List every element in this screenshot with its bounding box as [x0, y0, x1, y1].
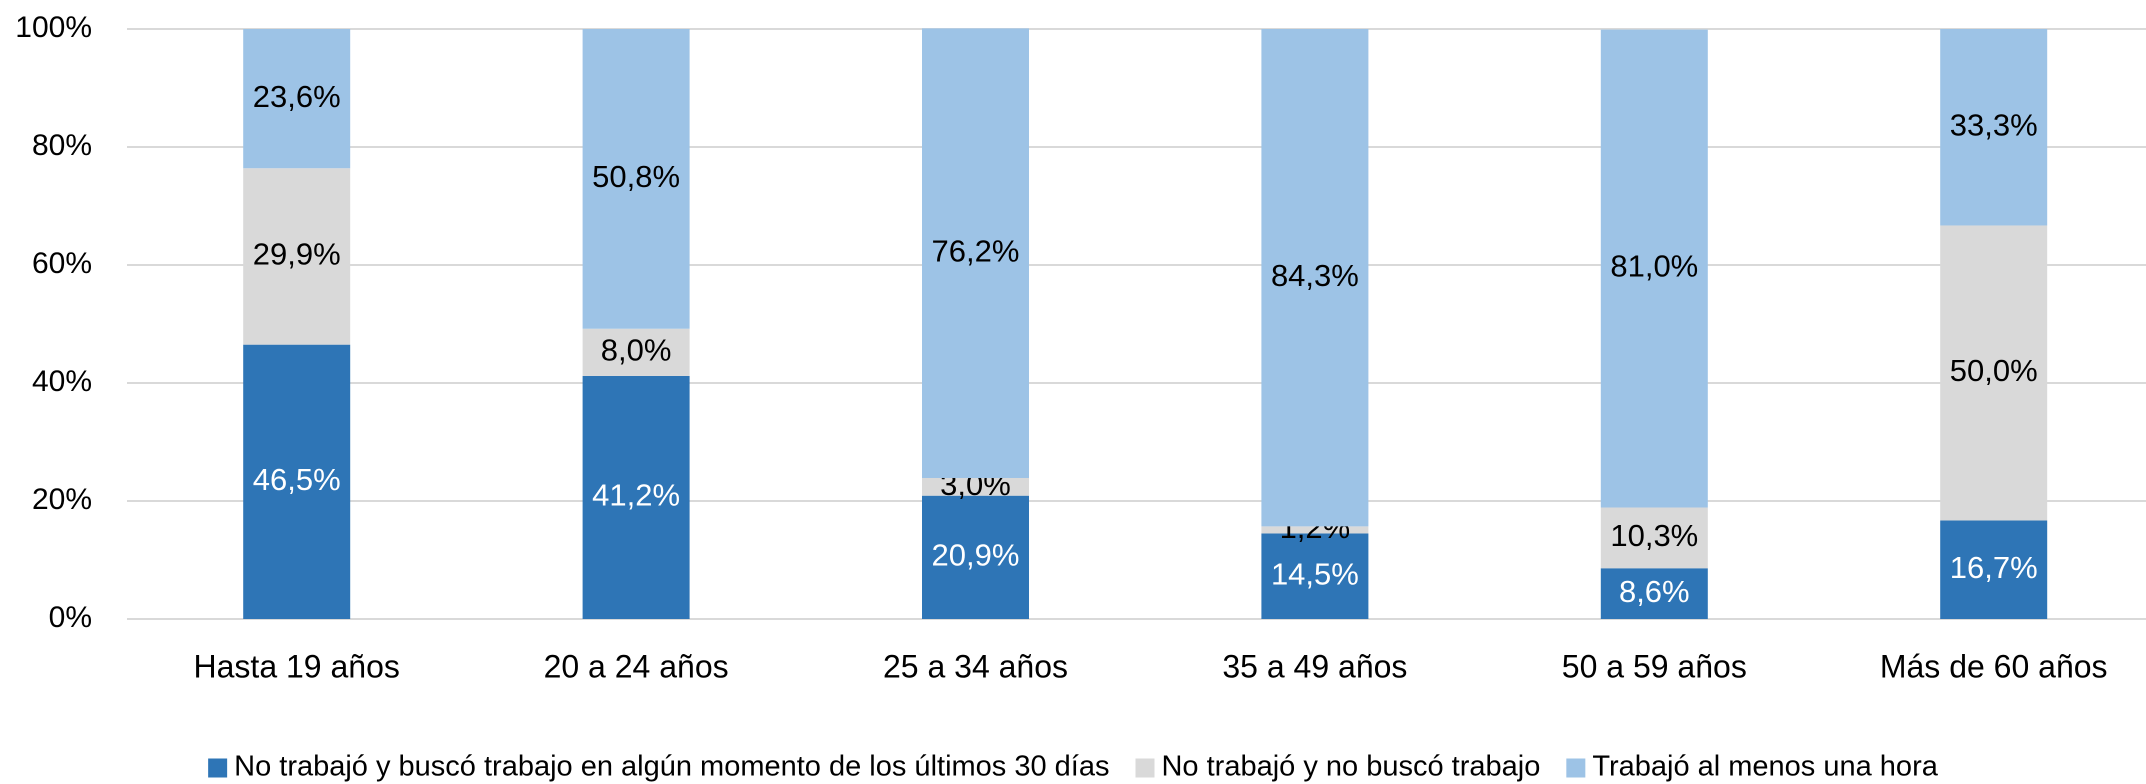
- data-label: 46,5%: [253, 462, 341, 497]
- data-label: 84,3%: [1271, 258, 1359, 293]
- x-tick-label: Hasta 19 años: [194, 648, 400, 684]
- y-tick-label: 80%: [32, 129, 92, 162]
- x-tick-label: 25 a 34 años: [883, 648, 1068, 684]
- x-tick-label: 50 a 59 años: [1562, 648, 1747, 684]
- bar-segment: [922, 495, 1029, 619]
- data-label: 50,8%: [592, 159, 680, 194]
- bar-segment: [1940, 29, 2048, 226]
- bar-segment: [582, 328, 690, 376]
- legend-swatch: [1135, 758, 1155, 778]
- bar-segment: [1940, 520, 2048, 619]
- x-tick-label: 20 a 24 años: [544, 648, 729, 684]
- y-tick-label: 100%: [15, 11, 92, 44]
- data-label: 23,6%: [253, 79, 341, 114]
- bar-segment: [243, 168, 351, 345]
- data-label: 8,0%: [601, 333, 672, 368]
- legend-label: No trabajó y no buscó trabajo: [1161, 751, 1540, 783]
- legend-swatch: [208, 758, 228, 778]
- y-tick-label: 40%: [32, 365, 92, 398]
- data-label: 20,9%: [932, 538, 1020, 573]
- bar-segment: [1600, 568, 1708, 619]
- legend-label: No trabajó y buscó trabajo en algún mome…: [234, 751, 1109, 783]
- data-label: 33,3%: [1950, 107, 2038, 142]
- bar-segment: [582, 375, 690, 619]
- bar-segment: [1600, 29, 1708, 508]
- legend-swatch: [1566, 758, 1586, 778]
- data-label: 8,6%: [1619, 574, 1690, 609]
- data-label: 76,2%: [932, 233, 1020, 268]
- bar-segment: [1261, 29, 1369, 527]
- x-tick-label: Más de 60 años: [1880, 648, 2108, 684]
- y-tick-label: 0%: [49, 601, 92, 634]
- bar-segment: [243, 29, 351, 169]
- bar-segment: [922, 477, 1029, 496]
- bar-segment: [243, 344, 351, 619]
- bar-segment: [1261, 526, 1369, 534]
- bar-segment: [1600, 507, 1708, 569]
- y-tick-label: 20%: [32, 483, 92, 516]
- bar-segment: [1261, 533, 1369, 619]
- data-label: 29,9%: [253, 237, 341, 272]
- data-label: 50,0%: [1950, 353, 2038, 388]
- bar-segment: [922, 28, 1029, 478]
- bar-segment: [1940, 225, 2048, 521]
- data-label: 41,2%: [592, 478, 680, 513]
- bar-segment: [582, 29, 690, 329]
- data-label: 81,0%: [1610, 249, 1698, 284]
- x-tick-label: 35 a 49 años: [1222, 648, 1407, 684]
- data-label: 10,3%: [1610, 518, 1698, 553]
- legend-label: Trabajó al menos una hora: [1592, 751, 1938, 783]
- data-label: 14,5%: [1271, 556, 1359, 591]
- data-label: 16,7%: [1950, 550, 2038, 585]
- y-tick-label: 60%: [32, 247, 92, 280]
